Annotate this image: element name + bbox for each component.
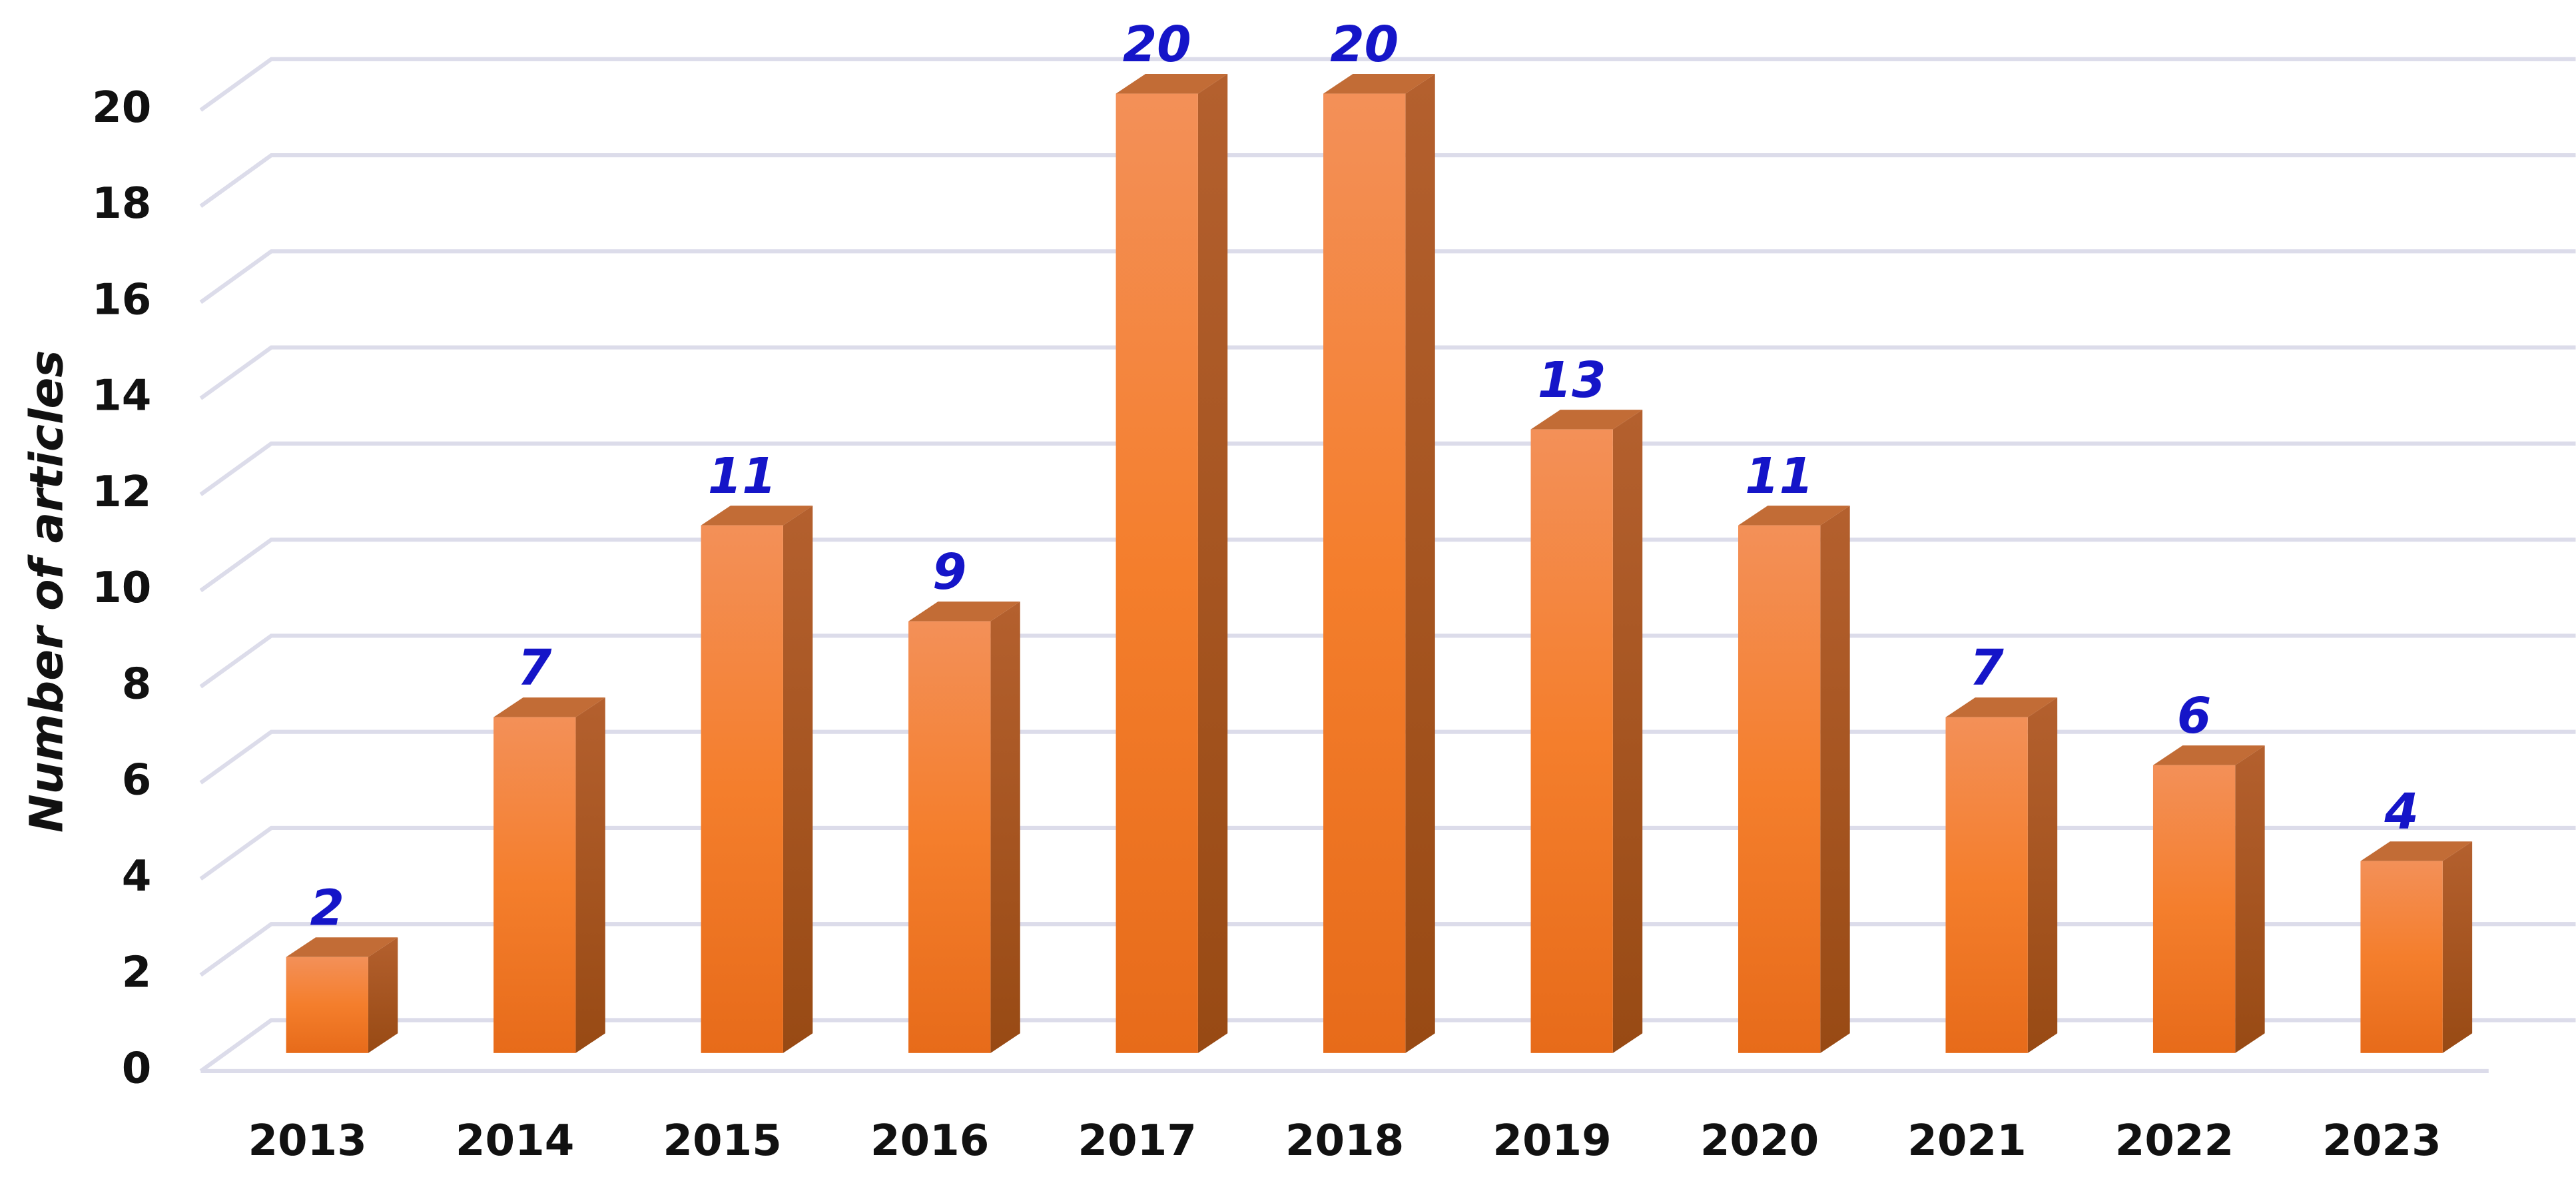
bar-side — [1820, 506, 1850, 1053]
bar-top — [286, 937, 398, 957]
y-tick-label: 2 — [122, 947, 152, 997]
y-tick-label: 4 — [122, 851, 152, 901]
bar — [1738, 506, 1850, 1053]
y-tick-label: 16 — [92, 274, 151, 324]
bar-top — [1738, 506, 1850, 526]
bar-top — [701, 506, 813, 526]
bar-top — [1530, 410, 1643, 430]
data-label: 7 — [1969, 639, 2004, 697]
y-tick-label: 14 — [92, 371, 151, 421]
x-tick-label: 2020 — [1700, 1116, 1819, 1166]
data-label: 11 — [1745, 448, 1813, 505]
y-axis-title: Number of articles — [21, 350, 74, 833]
bar-front — [1738, 525, 1821, 1053]
x-tick-label: 2015 — [663, 1116, 781, 1166]
data-label: 7 — [517, 639, 552, 697]
x-tick-label: 2017 — [1078, 1116, 1196, 1166]
x-tick-label: 2013 — [248, 1116, 366, 1166]
bar-front — [908, 621, 991, 1053]
y-tick-label: 12 — [92, 467, 151, 517]
bar — [1945, 697, 2058, 1053]
bar — [286, 937, 398, 1053]
data-label: 11 — [708, 448, 777, 505]
bar-top — [2152, 745, 2265, 765]
grid-line — [199, 441, 2576, 496]
bar-front — [493, 717, 576, 1053]
data-label: 13 — [1538, 352, 1606, 409]
bar — [493, 697, 605, 1053]
x-tick-label: 2018 — [1285, 1116, 1404, 1166]
bar-side — [368, 937, 398, 1053]
y-tick-label: 6 — [122, 755, 152, 805]
bar-front — [2360, 861, 2443, 1053]
bar-front — [286, 957, 368, 1053]
bar-side — [2442, 841, 2473, 1053]
bar-front — [701, 525, 783, 1053]
bar-top — [1323, 73, 1435, 94]
bar-side — [1197, 73, 1228, 1053]
bar-top — [1945, 697, 2058, 717]
data-label: 2 — [310, 879, 344, 937]
bar-front — [1116, 93, 1198, 1053]
bar-side — [783, 506, 813, 1053]
grid-line — [199, 57, 2576, 112]
bar — [1116, 73, 1228, 1053]
x-tick-label: 2014 — [456, 1116, 574, 1166]
bar-top — [2360, 841, 2473, 861]
bar-front — [1323, 93, 1406, 1053]
grid-line — [199, 153, 2576, 208]
bar — [1530, 410, 1643, 1053]
data-label: 4 — [2384, 783, 2418, 841]
grid-line — [199, 249, 2576, 304]
bar-side — [2235, 745, 2265, 1053]
x-tick-label: 2022 — [2115, 1116, 2234, 1166]
y-tick-label: 8 — [122, 659, 152, 709]
x-tick-label: 2023 — [2322, 1116, 2441, 1166]
bar — [701, 506, 813, 1053]
data-label: 9 — [932, 544, 966, 601]
bar-front — [1530, 429, 1613, 1053]
bar — [2152, 745, 2265, 1053]
y-tick-label: 18 — [92, 179, 151, 228]
bar-side — [1612, 410, 1643, 1053]
bar-front — [2152, 765, 2236, 1053]
bar-side — [2027, 697, 2058, 1053]
data-label: 6 — [2177, 687, 2211, 745]
grid-line — [199, 345, 2576, 400]
data-label: 20 — [1123, 16, 1191, 73]
y-tick-label: 20 — [92, 83, 151, 133]
bar-top — [493, 697, 605, 717]
bar — [2360, 841, 2473, 1053]
bar-top — [908, 601, 1020, 621]
y-tick-label: 0 — [122, 1044, 152, 1094]
bar — [908, 601, 1020, 1053]
x-tick-label: 2016 — [870, 1116, 989, 1166]
bar-side — [1405, 73, 1435, 1053]
bar-side — [575, 697, 605, 1053]
y-tick-label: 10 — [92, 563, 151, 613]
bar — [1323, 73, 1435, 1053]
data-label: 20 — [1330, 16, 1399, 73]
bar-top — [1116, 73, 1228, 94]
bar-side — [990, 601, 1020, 1053]
x-tick-label: 2019 — [1492, 1116, 1611, 1166]
x-tick-label: 2021 — [1907, 1116, 2026, 1166]
bar-front — [1945, 717, 2028, 1053]
